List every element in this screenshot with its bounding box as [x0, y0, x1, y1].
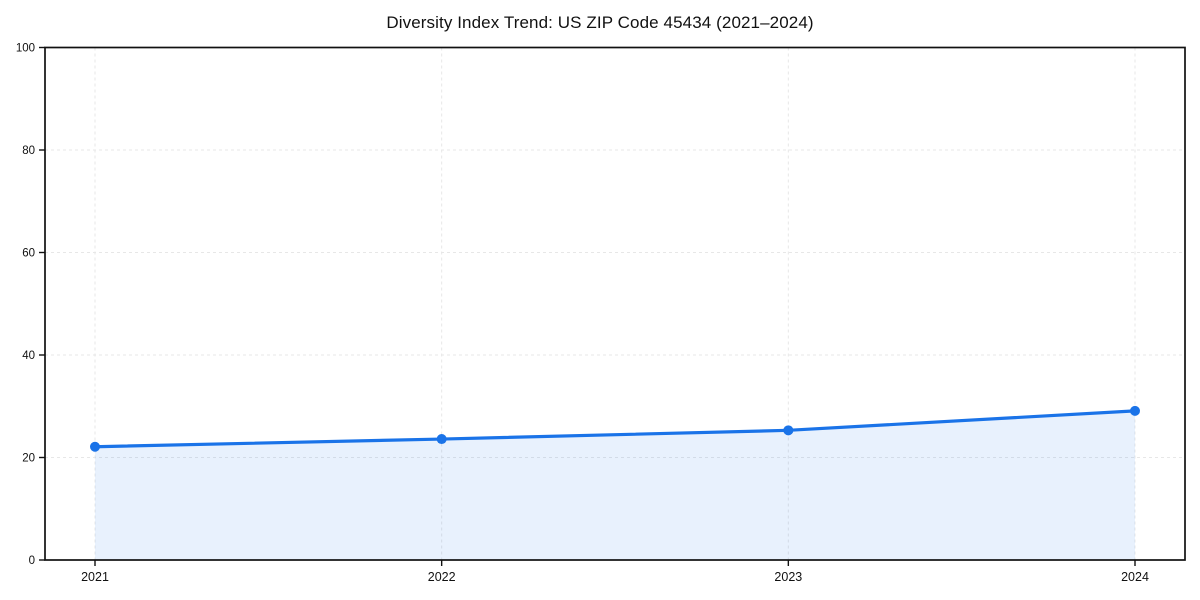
y-tick-label: 0	[29, 555, 35, 567]
x-tick-label: 2023	[774, 570, 802, 584]
x-tick-label: 2022	[428, 570, 456, 584]
area-fill	[95, 410, 1135, 560]
plot-border	[44, 46, 1186, 561]
chart-title: Diversity Index Trend: US ZIP Code 45434…	[386, 13, 814, 32]
y-tick-label: 60	[22, 248, 35, 260]
y-tick-label: 80	[22, 145, 35, 157]
data-point	[1130, 405, 1140, 416]
y-tick-label: 20	[22, 453, 35, 465]
data-point	[436, 434, 447, 445]
x-tick-label: 2024	[1121, 570, 1149, 584]
trend-line	[93, 409, 1137, 449]
data-point	[783, 425, 794, 436]
data-point	[90, 441, 100, 452]
y-tick-label: 100	[16, 43, 35, 55]
y-tick-label: 40	[22, 350, 35, 362]
x-tick-label: 2021	[81, 570, 109, 584]
